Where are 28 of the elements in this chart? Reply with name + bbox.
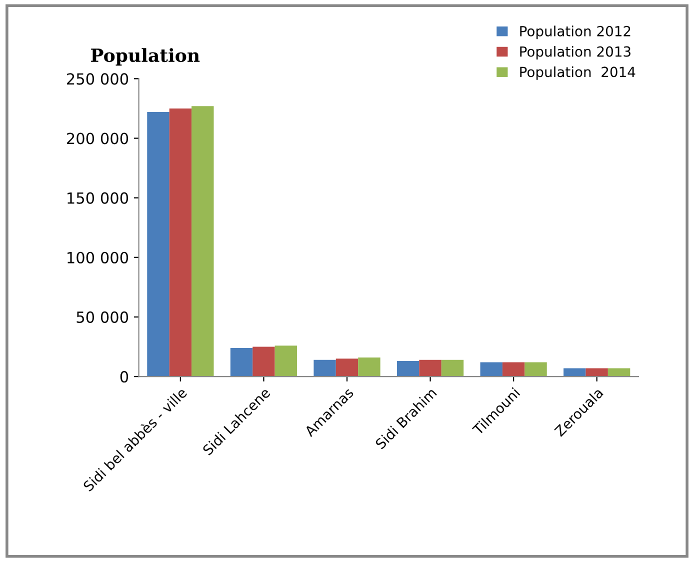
legend-label: Population 2014	[520, 66, 636, 80]
bar	[419, 360, 442, 377]
bar	[230, 348, 253, 377]
bar	[147, 112, 170, 377]
bar	[192, 106, 214, 377]
y-tick-label: 0	[120, 371, 128, 383]
bar	[252, 346, 275, 377]
y-tick-label: 150 000	[68, 192, 128, 204]
bar	[314, 360, 336, 377]
bar	[480, 362, 502, 377]
bar	[564, 368, 586, 377]
legend-label: Population 2013	[520, 46, 630, 60]
bar	[524, 362, 547, 377]
bar	[358, 357, 380, 377]
bar	[274, 346, 298, 377]
bar	[336, 358, 358, 377]
y-tick-label: 50 000	[76, 311, 128, 323]
bar	[441, 360, 464, 377]
y-tick-label: 200 000	[67, 132, 128, 144]
bar	[608, 368, 630, 377]
y-tick-label: 250 000	[67, 73, 128, 85]
bar	[396, 361, 420, 377]
bar	[169, 108, 192, 377]
chart-title: Population	[91, 48, 200, 66]
y-tick-label: 100 000	[68, 252, 128, 264]
bar	[586, 368, 608, 377]
bar	[502, 362, 525, 377]
legend-label: Population 2012	[520, 26, 630, 40]
